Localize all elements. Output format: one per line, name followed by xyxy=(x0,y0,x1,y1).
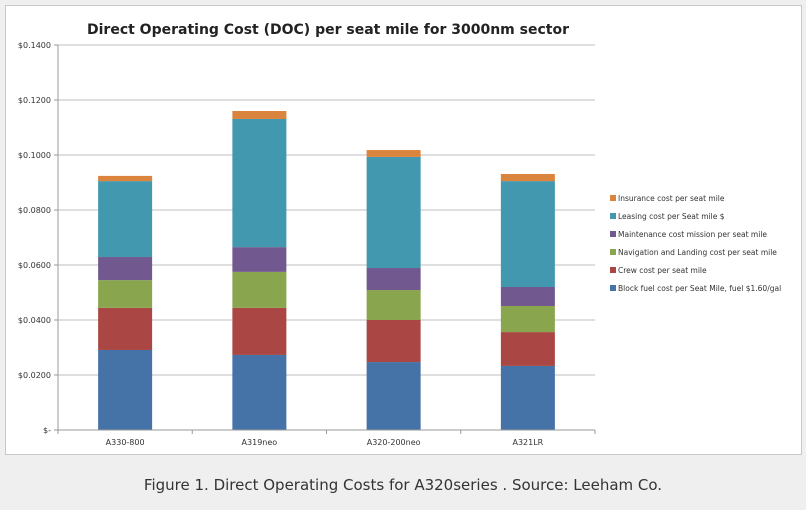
bar-segment xyxy=(500,332,555,366)
legend-label: Insurance cost per seat mile xyxy=(618,194,725,203)
bar-segment xyxy=(98,280,153,308)
y-tick-label: $0.0200 xyxy=(18,371,51,380)
chart-title: Direct Operating Cost (DOC) per seat mil… xyxy=(87,22,569,38)
y-tick-label: $0.0800 xyxy=(18,206,51,215)
legend-swatch xyxy=(610,285,616,291)
bar-segment xyxy=(500,365,555,430)
y-tick-label: $0.1200 xyxy=(18,96,51,105)
x-tick-label: A319neo xyxy=(242,438,278,447)
legend-label: Block fuel cost per Seat Mile, fuel $1.6… xyxy=(618,284,781,293)
bar-segment xyxy=(98,181,153,258)
bar-segment xyxy=(500,173,555,182)
legend-swatch xyxy=(610,249,616,255)
y-tick-label: $0.0600 xyxy=(18,261,51,270)
legend-label: Crew cost per seat mile xyxy=(618,266,707,275)
figure-caption: Figure 1. Direct Operating Costs for A32… xyxy=(143,476,663,494)
y-tick-label: $0.0400 xyxy=(18,316,51,325)
x-tick-label: A320-200neo xyxy=(367,438,421,447)
x-tick-label: A330-800 xyxy=(106,438,145,447)
y-tick-label: $- xyxy=(43,426,51,435)
bar-segment xyxy=(98,349,153,430)
legend-swatch xyxy=(610,267,616,273)
legend-swatch xyxy=(610,231,616,237)
bar-segment xyxy=(366,268,421,291)
bar-segment xyxy=(98,257,153,281)
y-tick-label: $0.1400 xyxy=(18,41,51,50)
legend-label: Maintenance cost mission per seat mile xyxy=(618,230,767,239)
bar-segment xyxy=(366,362,421,430)
bar-segment xyxy=(232,307,287,355)
bar-segment xyxy=(232,354,287,430)
bar-segment xyxy=(500,287,555,306)
bar-segment xyxy=(366,320,421,363)
bar-segment xyxy=(500,181,555,287)
bar-segment xyxy=(232,118,287,248)
legend-swatch xyxy=(610,195,616,201)
bar-segment xyxy=(366,290,421,320)
x-tick-label: A321LR xyxy=(512,438,543,447)
bar-segment xyxy=(232,247,287,272)
bar-segment xyxy=(366,156,421,269)
bar-segment xyxy=(98,307,153,350)
bar-segment xyxy=(500,305,555,333)
stacked-bar-chart: Direct Operating Cost (DOC) per seat mil… xyxy=(18,22,781,447)
y-tick-label: $0.1000 xyxy=(18,151,51,160)
bar-segment xyxy=(232,271,287,308)
bar-segment xyxy=(98,175,153,182)
legend-label: Navigation and Landing cost per seat mil… xyxy=(618,248,777,257)
bar-segment xyxy=(366,150,421,157)
legend-swatch xyxy=(610,213,616,219)
bar-segment xyxy=(232,111,287,119)
legend-label: Leasing cost per Seat mile $ xyxy=(618,212,725,221)
